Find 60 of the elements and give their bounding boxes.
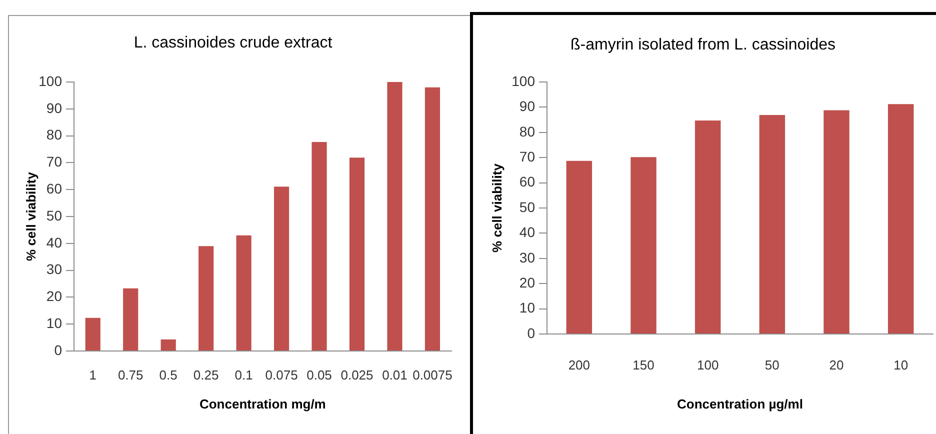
x-tick-label: 0.75 <box>118 367 144 382</box>
y-tick-label: 50 <box>519 198 536 215</box>
x-axis-title: Concentration µg/ml <box>677 396 803 412</box>
x-tick-label: 1 <box>89 367 96 382</box>
y-axis-title: % cell viability <box>490 162 505 252</box>
bar <box>123 288 138 350</box>
x-tick-label: 0.0075 <box>412 367 452 382</box>
y-tick-label: 70 <box>519 148 536 164</box>
bar <box>630 157 656 334</box>
bar <box>236 235 252 350</box>
bar <box>312 142 327 350</box>
bar <box>824 110 850 334</box>
y-tick-label: 0 <box>527 324 536 341</box>
y-tick-label: 40 <box>519 224 536 240</box>
y-tick-label: 100 <box>38 72 62 89</box>
x-tick-label: 20 <box>829 357 844 372</box>
y-tick-label: 60 <box>46 180 62 196</box>
x-tick-label: 150 <box>632 357 654 372</box>
y-tick-label: 70 <box>46 154 62 170</box>
y-tick-label: 30 <box>46 261 62 278</box>
bar <box>694 120 721 334</box>
y-tick-label: 0 <box>54 342 62 358</box>
x-tick-label: 10 <box>894 357 908 372</box>
x-tick-label: 0.1 <box>234 367 253 382</box>
y-tick-label: 90 <box>519 98 536 114</box>
y-tick-label: 50 <box>46 207 62 224</box>
y-tick-label: 20 <box>519 274 536 290</box>
x-tick-label: 50 <box>764 357 780 372</box>
bar <box>759 115 786 334</box>
bar <box>888 104 914 334</box>
chart-title: ß-amyrin isolated from L. cassinoides <box>570 36 836 54</box>
x-tick-label: 0.01 <box>382 367 408 382</box>
y-axis-title: % cell viability <box>24 171 39 261</box>
bar <box>387 82 402 350</box>
y-tick-label: 80 <box>519 123 536 140</box>
bar <box>160 339 176 350</box>
y-tick-label: 20 <box>46 288 62 304</box>
y-tick-label: 100 <box>512 72 536 89</box>
y-tick-label: 10 <box>519 300 536 316</box>
y-tick-label: 40 <box>46 234 62 250</box>
y-tick-label: 80 <box>46 126 62 143</box>
x-tick-label: 0.025 <box>340 367 374 382</box>
bar <box>274 186 290 350</box>
x-tick-label: 200 <box>568 357 590 372</box>
bar <box>85 318 100 350</box>
bar <box>424 87 440 350</box>
y-tick-label: 90 <box>46 100 62 116</box>
x-tick-label: 0.25 <box>193 367 219 382</box>
x-tick-label: 0.075 <box>265 367 298 382</box>
x-axis-title: Concentration mg/m <box>199 396 326 412</box>
bar <box>349 158 365 350</box>
y-tick-label: 10 <box>46 314 62 331</box>
x-tick-label: 100 <box>696 357 719 372</box>
bar <box>566 160 592 334</box>
x-tick-label: 0.05 <box>306 367 332 382</box>
y-tick-label: 30 <box>519 249 536 266</box>
x-tick-label: 0.5 <box>159 367 178 382</box>
bar <box>198 246 214 350</box>
y-tick-label: 60 <box>519 174 536 190</box>
chart-title: L. cassinoides crude extract <box>134 34 333 52</box>
